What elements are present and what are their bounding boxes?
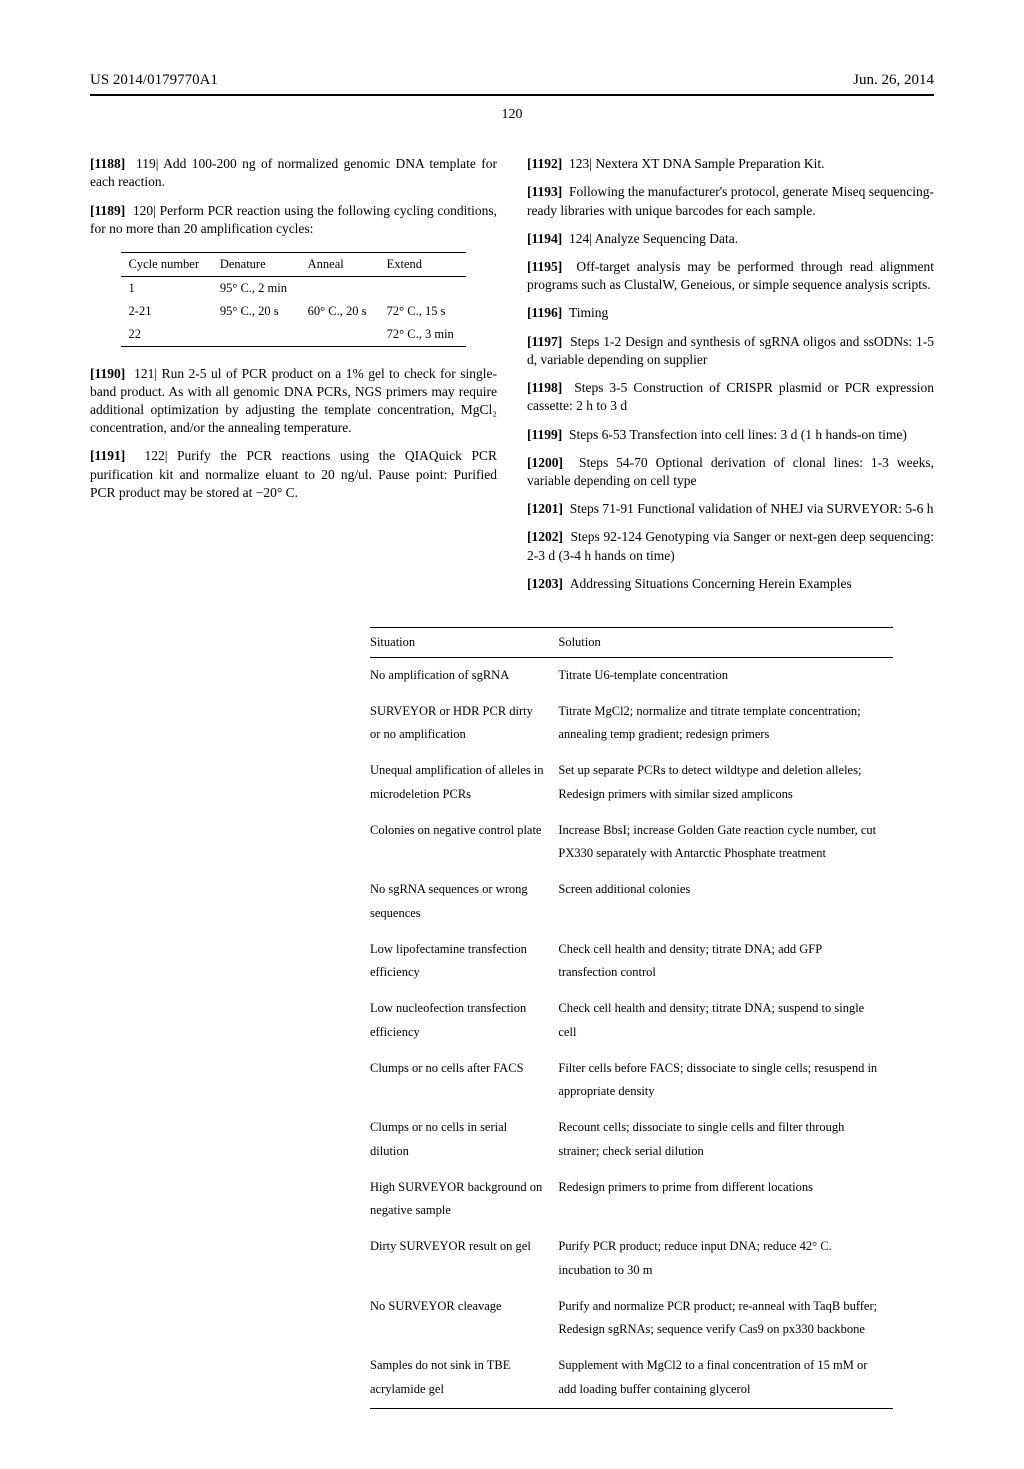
para-1200: [1200] Steps 54-70 Optional derivation o… xyxy=(527,454,934,490)
table-row: High SURVEYOR background on negative sam… xyxy=(370,1170,893,1230)
para-1196: [1196] Timing xyxy=(527,304,934,322)
para-1197: [1197] Steps 1-2 Design and synthesis of… xyxy=(527,333,934,369)
ts-th-1: Solution xyxy=(558,628,893,658)
ts-situation: Unequal amplification of alleles in micr… xyxy=(370,753,558,813)
ts-situation: Colonies on negative control plate xyxy=(370,813,558,873)
ts-solution: Purify PCR product; reduce input DNA; re… xyxy=(558,1229,893,1289)
page-number: 120 xyxy=(90,106,934,125)
table-row: No SURVEYOR cleavagePurify and normalize… xyxy=(370,1289,893,1349)
table-row: Clumps or no cells after FACSFilter cell… xyxy=(370,1051,893,1111)
para-1188: [1188] 119| Add 100-200 ng of normalized… xyxy=(90,155,497,191)
ts-situation: Clumps or no cells after FACS xyxy=(370,1051,558,1111)
para-1203: [1203] Addressing Situations Concerning … xyxy=(527,575,934,593)
table-row: Low nucleofection transfection efficienc… xyxy=(370,991,893,1051)
ts-situation: Samples do not sink in TBE acrylamide ge… xyxy=(370,1348,558,1408)
table-row: Dirty SURVEYOR result on gelPurify PCR p… xyxy=(370,1229,893,1289)
ts-solution: Check cell health and density; titrate D… xyxy=(558,932,893,992)
ts-solution: Supplement with MgCl2 to a final concent… xyxy=(558,1348,893,1408)
table-row: No sgRNA sequences or wrong sequencesScr… xyxy=(370,872,893,932)
para-1190: [1190] 121| Run 2-5 ul of PCR product on… xyxy=(90,365,497,438)
ts-solution: Recount cells; dissociate to single cell… xyxy=(558,1110,893,1170)
ts-solution: Screen additional colonies xyxy=(558,872,893,932)
para-1191: [1191] 122| Purify the PCR reactions usi… xyxy=(90,447,497,502)
ts-situation: Clumps or no cells in serial dilution xyxy=(370,1110,558,1170)
pcr-cycling-table: Cycle number Denature Anneal Extend 1 95… xyxy=(121,252,467,347)
ts-situation: SURVEYOR or HDR PCR dirty or no amplific… xyxy=(370,694,558,754)
table-row: Unequal amplification of alleles in micr… xyxy=(370,753,893,813)
ts-solution: Check cell health and density; titrate D… xyxy=(558,991,893,1051)
ts-solution: Redesign primers to prime from different… xyxy=(558,1170,893,1230)
pcr-th-2: Anneal xyxy=(300,253,379,277)
para-1201: [1201] Steps 71-91 Functional validation… xyxy=(527,500,934,518)
pcr-th-3: Extend xyxy=(379,253,467,277)
left-column: [1188] 119| Add 100-200 ng of normalized… xyxy=(90,155,497,603)
para-1202: [1202] Steps 92-124 Genotyping via Sange… xyxy=(527,528,934,564)
ts-solution: Titrate MgCl2; normalize and titrate tem… xyxy=(558,694,893,754)
para-1195: [1195] Off-target analysis may be perfor… xyxy=(527,258,934,294)
ts-situation: No amplification of sgRNA xyxy=(370,657,558,693)
table-row: Colonies on negative control plateIncrea… xyxy=(370,813,893,873)
ts-th-0: Situation xyxy=(370,628,558,658)
para-1192: [1192] 123| Nextera XT DNA Sample Prepar… xyxy=(527,155,934,173)
ts-situation: Dirty SURVEYOR result on gel xyxy=(370,1229,558,1289)
ts-solution: Titrate U6-template concentration xyxy=(558,657,893,693)
right-column: [1192] 123| Nextera XT DNA Sample Prepar… xyxy=(527,155,934,603)
para-1193: [1193] Following the manufacturer's prot… xyxy=(527,183,934,219)
pcr-th-1: Denature xyxy=(212,253,300,277)
ts-situation: No SURVEYOR cleavage xyxy=(370,1289,558,1349)
ts-situation: Low lipofectamine transfection efficienc… xyxy=(370,932,558,992)
table-row: Low lipofectamine transfection efficienc… xyxy=(370,932,893,992)
ts-solution: Increase BbsI; increase Golden Gate reac… xyxy=(558,813,893,873)
para-1189: [1189] 120| Perform PCR reaction using t… xyxy=(90,202,497,238)
table-row: 1 95° C., 2 min xyxy=(121,276,467,299)
table-row: No amplification of sgRNATitrate U6-temp… xyxy=(370,657,893,693)
ts-situation: High SURVEYOR background on negative sam… xyxy=(370,1170,558,1230)
ts-solution: Purify and normalize PCR product; re-ann… xyxy=(558,1289,893,1349)
troubleshooting-table: Situation Solution No amplification of s… xyxy=(370,627,893,1409)
publication-number: US 2014/0179770A1 xyxy=(90,70,218,90)
table-row: SURVEYOR or HDR PCR dirty or no amplific… xyxy=(370,694,893,754)
para-1199: [1199] Steps 6-53 Transfection into cell… xyxy=(527,426,934,444)
page-header: US 2014/0179770A1 Jun. 26, 2014 xyxy=(90,70,934,90)
pcr-th-0: Cycle number xyxy=(121,253,212,277)
body-columns: [1188] 119| Add 100-200 ng of normalized… xyxy=(90,155,934,603)
ts-solution: Set up separate PCRs to detect wildtype … xyxy=(558,753,893,813)
ts-situation: No sgRNA sequences or wrong sequences xyxy=(370,872,558,932)
ts-solution: Filter cells before FACS; dissociate to … xyxy=(558,1051,893,1111)
table-row: Samples do not sink in TBE acrylamide ge… xyxy=(370,1348,893,1408)
header-rule xyxy=(90,94,934,96)
ts-situation: Low nucleofection transfection efficienc… xyxy=(370,991,558,1051)
table-row: 22 72° C., 3 min xyxy=(121,323,467,346)
para-1198: [1198] Steps 3-5 Construction of CRISPR … xyxy=(527,379,934,415)
table-row: 2-21 95° C., 20 s 60° C., 20 s 72° C., 1… xyxy=(121,300,467,323)
publication-date: Jun. 26, 2014 xyxy=(853,70,934,90)
para-1194: [1194] 124| Analyze Sequencing Data. xyxy=(527,230,934,248)
table-row: Clumps or no cells in serial dilutionRec… xyxy=(370,1110,893,1170)
